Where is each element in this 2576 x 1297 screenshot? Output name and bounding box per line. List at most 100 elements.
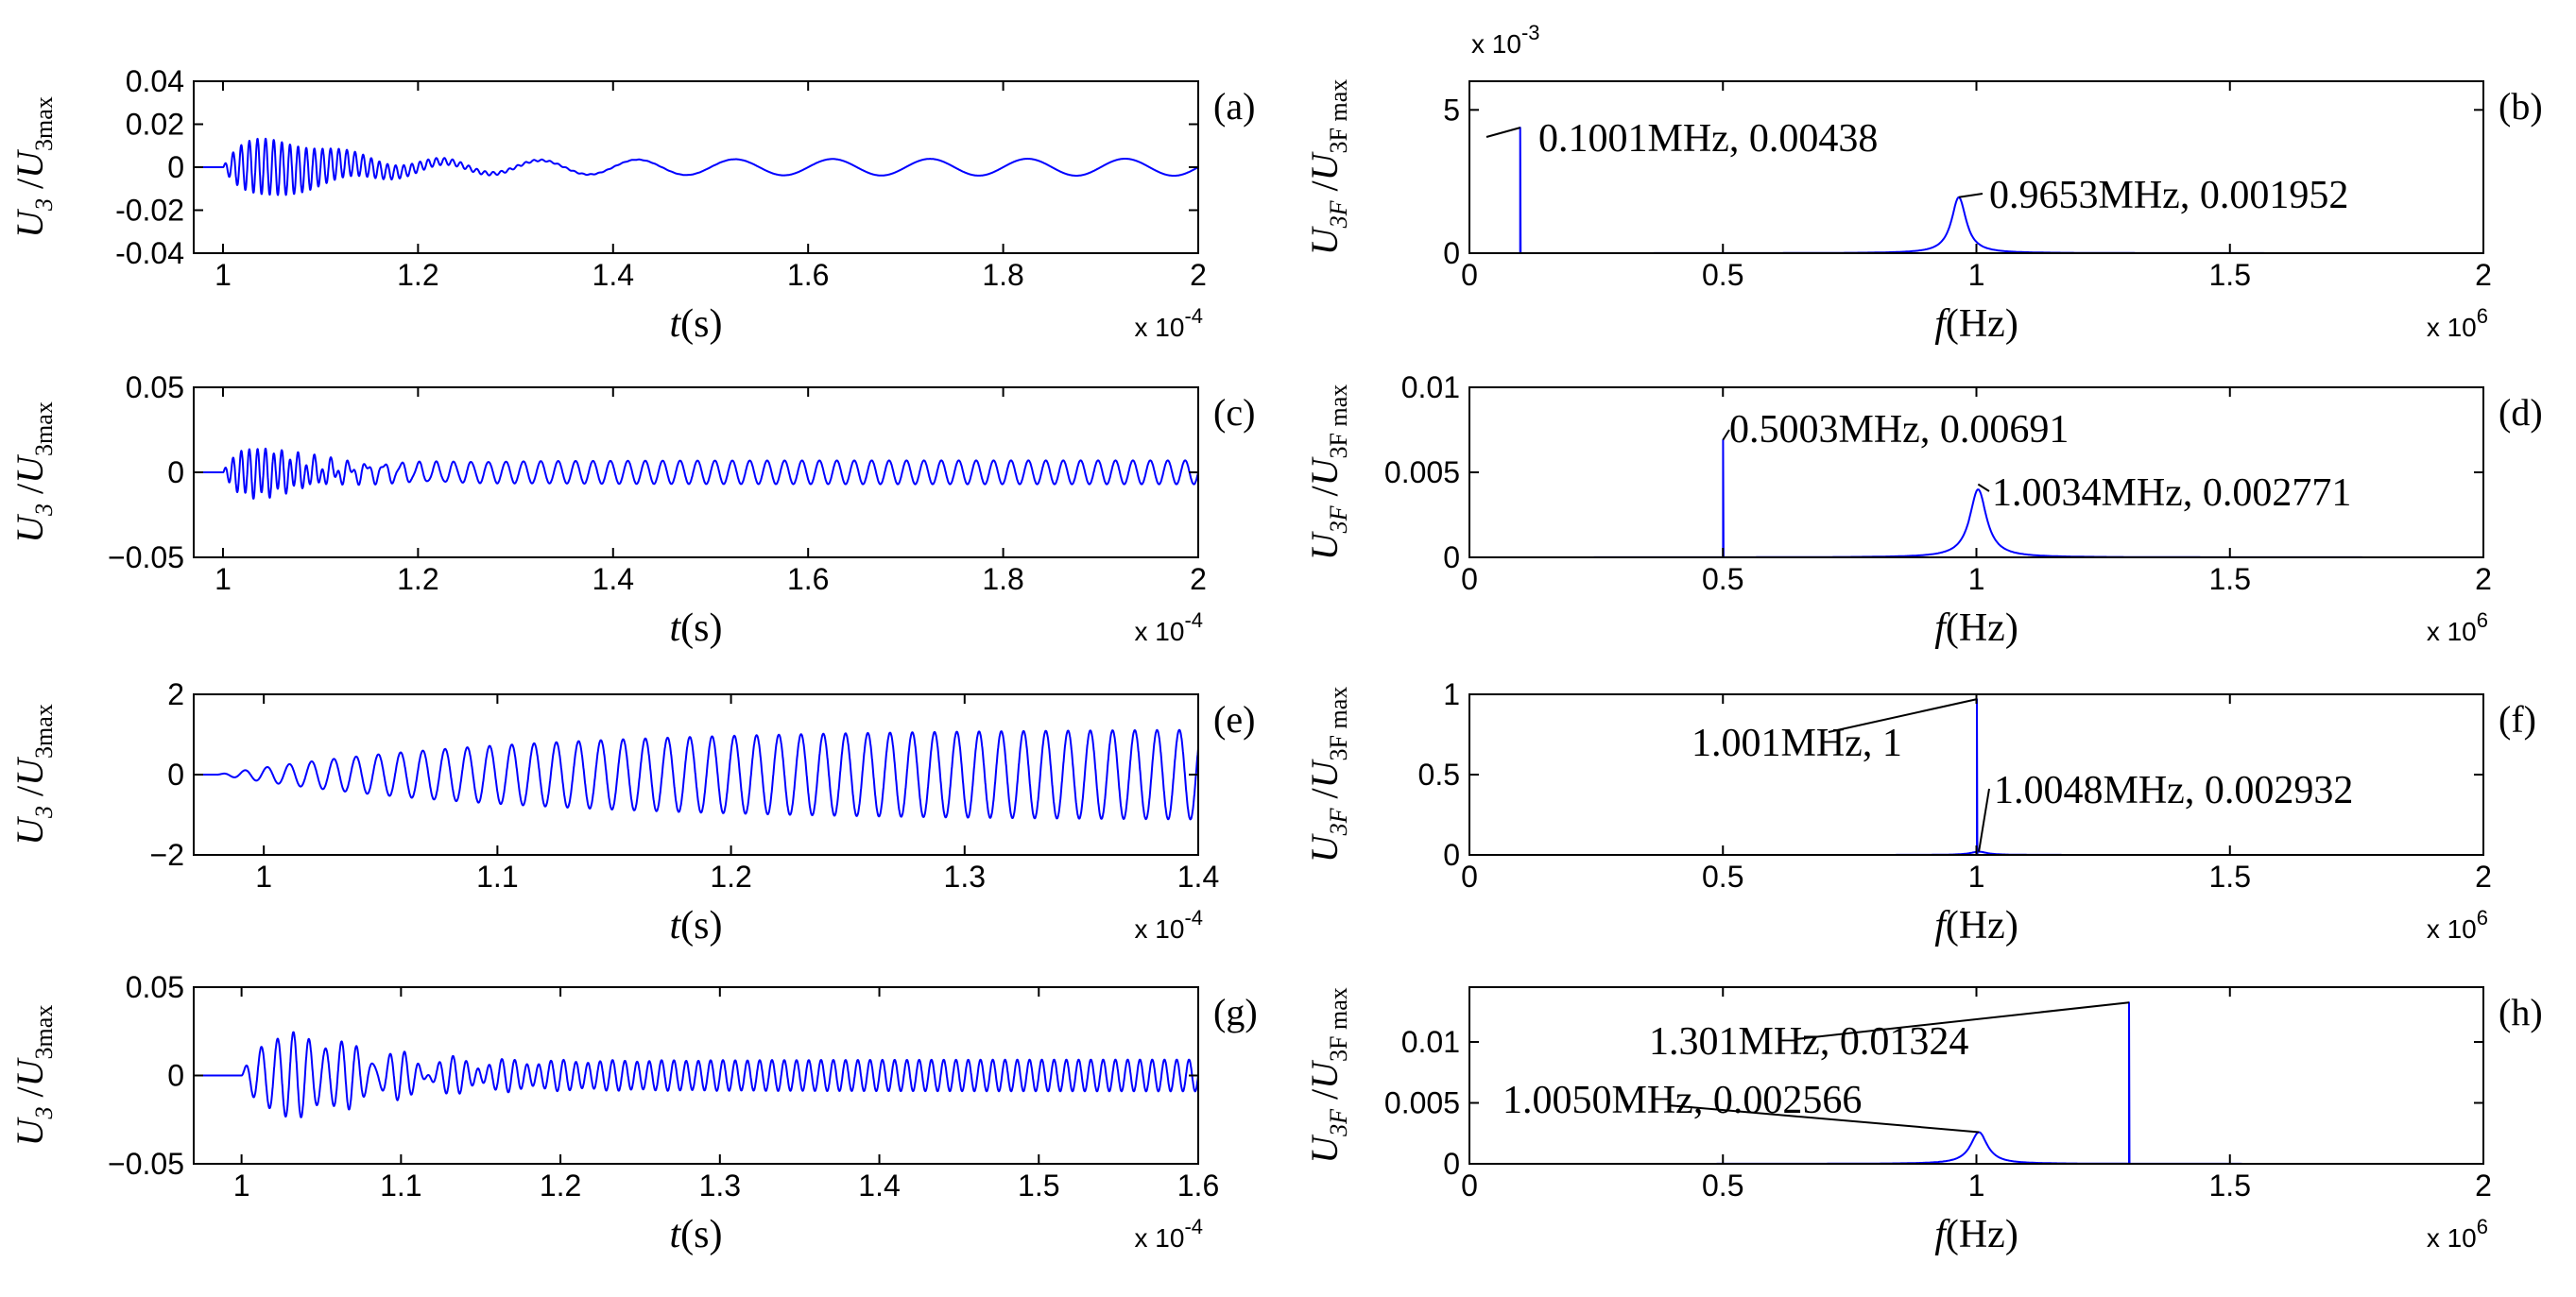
data-line-g: [193, 1031, 1199, 1118]
y-tick-label-c: 0: [167, 455, 184, 489]
annotation-leader-d: [1977, 483, 1990, 492]
y-axis-label-g: U3 /U3max: [9, 1005, 58, 1147]
x-tick-label-b: 1: [1968, 258, 1985, 292]
x-tick-label-f: 0.5: [1702, 860, 1743, 894]
y-tick-label-a: -0.02: [115, 194, 184, 228]
y-axis-label-e: U3 /U3max: [9, 704, 58, 845]
x-multiplier-c: x 10-4: [1135, 608, 1204, 646]
y-axis-label-f: U3F /U3F max: [1303, 687, 1352, 863]
y-tick-label-f: 0: [1443, 838, 1460, 872]
x-tick-label-d: 1.5: [2209, 562, 2251, 596]
y-tick-label-a: 0.02: [126, 108, 184, 142]
y-tick-label-a: 0.04: [126, 64, 184, 98]
x-tick-label-g: 1.4: [858, 1169, 900, 1203]
x-multiplier-g: x 10-4: [1135, 1215, 1204, 1253]
panel-label-e: (e): [1213, 698, 1255, 741]
y-axis-label-h: U3F /U3F max: [1303, 987, 1352, 1164]
x-tick-label-c: 2: [1190, 562, 1207, 596]
annotation-leader-f: [1978, 788, 1990, 852]
x-tick-label-e: 1.4: [1177, 860, 1219, 894]
y-tick-label-c: −0.05: [108, 540, 184, 574]
x-tick-label-a: 2: [1190, 258, 1207, 292]
x-tick-label-f: 1: [1968, 860, 1985, 894]
x-tick-label-e: 1: [255, 860, 272, 894]
data-line-e: [193, 728, 1199, 821]
y-tick-label-e: 2: [167, 677, 184, 711]
x-tick-label-a: 1: [215, 258, 232, 292]
annotation-f: 1.0048MHz, 0.002932: [1994, 769, 2353, 812]
y-tick-label-a: 0: [167, 150, 184, 184]
data-line-a: [193, 137, 1199, 196]
x-tick-label-c: 1.4: [592, 562, 634, 596]
y-axis-label-d: U3F /U3F max: [1303, 384, 1352, 561]
panel-label-c: (c): [1213, 391, 1255, 434]
chart-panel-f: 0 0.5 1 1.5 2 0 0.5 1 f(Hz) x 106 U3F /U3F max (f) 1…: [1303, 677, 2536, 947]
y-tick-label-a: -0.04: [115, 236, 184, 270]
y-tick-label-f: 0.5: [1418, 758, 1460, 792]
annotation-leader-b: [1485, 127, 1520, 138]
panel-label-a: (a): [1213, 85, 1255, 128]
annotation-leader-h: [1667, 1104, 1980, 1134]
x-axis-label-a: t(s): [670, 302, 723, 346]
y-tick-label-f: 1: [1443, 677, 1460, 711]
x-tick-label-h: 0: [1461, 1169, 1478, 1203]
x-tick-label-b: 0.5: [1702, 258, 1743, 292]
x-tick-label-b: 0: [1461, 258, 1478, 292]
annotation-leader-b: [1958, 193, 1984, 198]
x-axis-label-b: f(Hz): [1934, 302, 2018, 346]
x-tick-label-a: 1.6: [787, 258, 829, 292]
x-axis-label-d: f(Hz): [1934, 606, 2018, 650]
x-tick-label-e: 1.3: [944, 860, 986, 894]
annotation-h: 1.0050MHz, 0.002566: [1503, 1079, 1862, 1122]
x-tick-label-a: 1.8: [982, 258, 1023, 292]
x-tick-label-c: 1.8: [982, 562, 1023, 596]
x-tick-label-g: 1: [233, 1169, 250, 1203]
y-axis-label-a: U3 /U3max: [9, 96, 58, 238]
x-tick-label-f: 2: [2475, 860, 2492, 894]
panel-label-f: (f): [2499, 698, 2536, 741]
annotation-b: 0.9653MHz, 0.001952: [1989, 174, 2348, 217]
annotation-h: 1.301MHz, 0.01324: [1649, 1020, 1968, 1064]
y-tick-label-b: 0: [1443, 236, 1460, 270]
x-tick-label-g: 1.5: [1018, 1169, 1059, 1203]
y-tick-label-h: 0.005: [1384, 1086, 1460, 1120]
annotation-f: 1.001MHz, 1: [1692, 722, 1902, 765]
annotation-leader-d: [1722, 429, 1730, 441]
x-tick-label-d: 0: [1461, 562, 1478, 596]
y-tick-label-c: 0.05: [126, 370, 184, 404]
chart-panel-c: 1 1.2 1.4 1.6 1.8 2 −0.05 0 0.05 t(s) x 10-4 U3 /U3…: [9, 370, 1255, 650]
x-tick-label-f: 0: [1461, 860, 1478, 894]
x-multiplier-e: x 10-4: [1135, 906, 1204, 944]
y-tick-label-b: 5: [1443, 93, 1460, 127]
x-tick-label-b: 2: [2475, 258, 2492, 292]
panel-label-g: (g): [1213, 991, 1258, 1033]
x-tick-label-c: 1: [215, 562, 232, 596]
panel-label-d: (d): [2499, 391, 2543, 434]
y-multiplier-b: x 10-3: [1471, 21, 1540, 59]
y-tick-label-d: 0: [1443, 540, 1460, 574]
y-tick-label-e: 0: [167, 758, 184, 792]
x-tick-label-b: 1.5: [2209, 258, 2251, 292]
x-tick-label-h: 1: [1968, 1169, 1985, 1203]
chart-panel-e: 1 1.1 1.2 1.3 1.4 −2 0 2 t(s) x 10-4 U3 /U3max (e): [9, 677, 1255, 947]
x-tick-label-c: 1.6: [787, 562, 829, 596]
x-tick-label-g: 1.1: [380, 1169, 421, 1203]
x-multiplier-f: x 106: [2427, 906, 2488, 944]
x-tick-label-d: 1: [1968, 562, 1985, 596]
x-tick-label-e: 1.1: [476, 860, 518, 894]
annotation-d: 0.5003MHz, 0.00691: [1729, 408, 2069, 452]
x-axis-label-f: f(Hz): [1934, 904, 2018, 947]
x-tick-label-h: 1.5: [2209, 1169, 2251, 1203]
annotation-b: 0.1001MHz, 0.00438: [1538, 117, 1878, 161]
y-tick-label-g: 0: [167, 1059, 184, 1093]
y-tick-label-h: 0: [1443, 1147, 1460, 1181]
x-tick-label-a: 1.4: [592, 258, 634, 292]
annotation-leader-f: [1828, 698, 1978, 733]
chart-panel-h: 0 0.5 1 1.5 2 0 0.005 0.01 f(Hz) x 106 U3F /U3F ma…: [1303, 986, 2543, 1256]
x-axis-label-h: f(Hz): [1934, 1213, 2018, 1256]
chart-panel-d: 0 0.5 1 1.5 2 0 0.005 0.01 f(Hz) x 106 U3F /U3F ma…: [1303, 370, 2543, 650]
x-tick-label-e: 1.2: [710, 860, 751, 894]
x-tick-label-c: 1.2: [397, 562, 438, 596]
x-tick-label-h: 0.5: [1702, 1169, 1743, 1203]
